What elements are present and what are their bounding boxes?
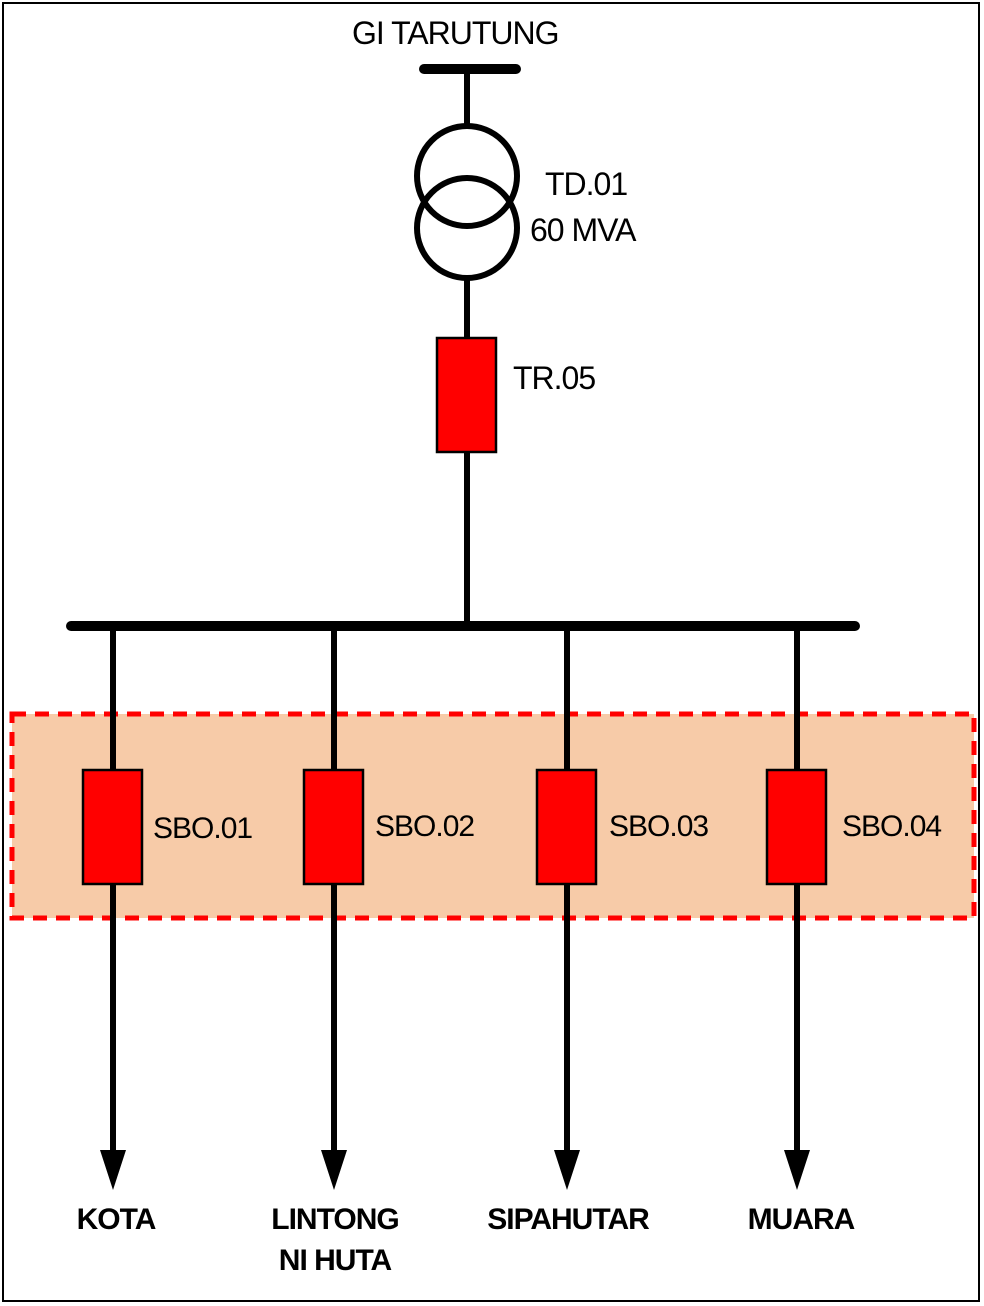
feeder-3-destination-label: SIPAHUTAR (487, 1203, 650, 1236)
feeder-4-destination-label: MUARA (748, 1203, 855, 1236)
feeder-2: SBO.02 LINTONG NI HUTA (271, 626, 475, 1277)
incoming-breaker-label: TR.05 (513, 360, 595, 396)
feeder-1-arrow-icon (100, 1150, 126, 1190)
feeder-3-arrow-icon (554, 1150, 580, 1190)
feeder-1-breaker (81, 768, 144, 886)
feeder-1-destination-label: KOTA (77, 1203, 156, 1236)
feeder-1-breaker-label: SBO.01 (153, 812, 252, 845)
incoming-breaker (435, 336, 498, 454)
feeder-2-breaker-label: SBO.02 (375, 810, 474, 843)
feeder-4-breaker (765, 768, 828, 886)
feeder-3-breaker (535, 768, 598, 886)
feeder-4: SBO.04 MUARA (748, 626, 942, 1236)
feeder-3-breaker-label: SBO.03 (609, 810, 708, 843)
transformer-icon (414, 123, 520, 281)
transformer-name-label: TD.01 (545, 166, 627, 202)
feeder-3: SBO.03 SIPAHUTAR (487, 626, 709, 1236)
transformer-rating-label: 60 MVA (530, 212, 637, 248)
feeder-4-arrow-icon (784, 1150, 810, 1190)
feeder-4-breaker-label: SBO.04 (842, 810, 941, 843)
substation-label: GI TARUTUNG (352, 15, 558, 51)
feeder-2-destination-label-line-2: NI HUTA (279, 1244, 392, 1277)
feeder-2-breaker (302, 768, 365, 886)
feeder-1: SBO.01 KOTA (77, 626, 253, 1236)
feeder-2-arrow-icon (321, 1150, 347, 1190)
feeder-2-destination-label-line-1: LINTONG (271, 1203, 398, 1236)
